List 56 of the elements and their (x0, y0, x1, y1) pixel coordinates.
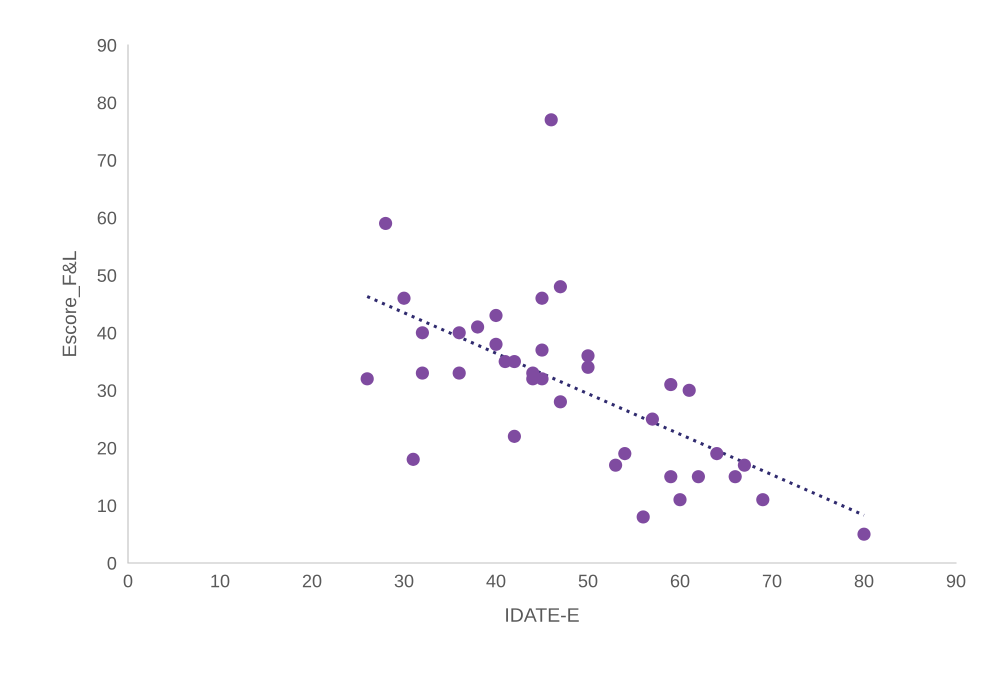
point (452, 326, 466, 340)
x-tick-label: 50 (578, 574, 598, 588)
y-tick-label: 70 (98, 154, 116, 167)
point (416, 326, 429, 340)
point (544, 113, 558, 126)
point (682, 384, 696, 397)
point (738, 458, 751, 472)
point (452, 366, 466, 380)
point (692, 470, 705, 484)
y-tick-label: 40 (97, 326, 116, 340)
x-tick-label: 10 (211, 574, 230, 588)
point (673, 493, 687, 506)
x-tick-label: 60 (670, 574, 690, 588)
point (535, 292, 549, 305)
x-tick-label: 30 (394, 574, 414, 588)
point (857, 528, 871, 541)
x-axis-title: IDATE-E (506, 608, 579, 622)
x-tick-label: 80 (854, 574, 874, 588)
point (489, 308, 503, 322)
x-tick-label: 90 (946, 574, 966, 588)
point (646, 412, 659, 426)
y-tick-label: 30 (97, 384, 116, 398)
point (636, 510, 650, 524)
x-tick-label: 40 (486, 574, 506, 588)
point (397, 292, 411, 305)
point (618, 447, 632, 460)
point (664, 378, 678, 392)
y-tick-label: 60 (98, 212, 116, 224)
y-tick-label: 0 (108, 556, 116, 570)
point (664, 470, 678, 484)
point (581, 360, 595, 374)
x-tick-label: 0 (124, 574, 132, 588)
x-tick-label: 20 (302, 574, 322, 588)
point (728, 470, 742, 484)
y-tick-label: 20 (98, 442, 116, 455)
point (535, 343, 549, 357)
point (508, 354, 521, 368)
point (416, 366, 429, 380)
y-tick-label: 90 (98, 38, 116, 52)
point (406, 452, 420, 466)
point (360, 372, 374, 386)
point (379, 216, 392, 230)
point (609, 458, 622, 472)
y-axis-title: Escore_F&L (62, 251, 80, 356)
y-tick-label: 10 (98, 499, 116, 512)
point (508, 430, 521, 443)
x-tick-label: 70 (762, 574, 782, 588)
point (756, 493, 770, 506)
y-tick-label: 50 (98, 269, 116, 282)
point (710, 447, 724, 460)
point (489, 338, 503, 351)
point (554, 280, 567, 294)
point (581, 349, 595, 362)
point (554, 395, 567, 408)
y-tick-label: 80 (98, 96, 116, 110)
point (471, 320, 484, 334)
